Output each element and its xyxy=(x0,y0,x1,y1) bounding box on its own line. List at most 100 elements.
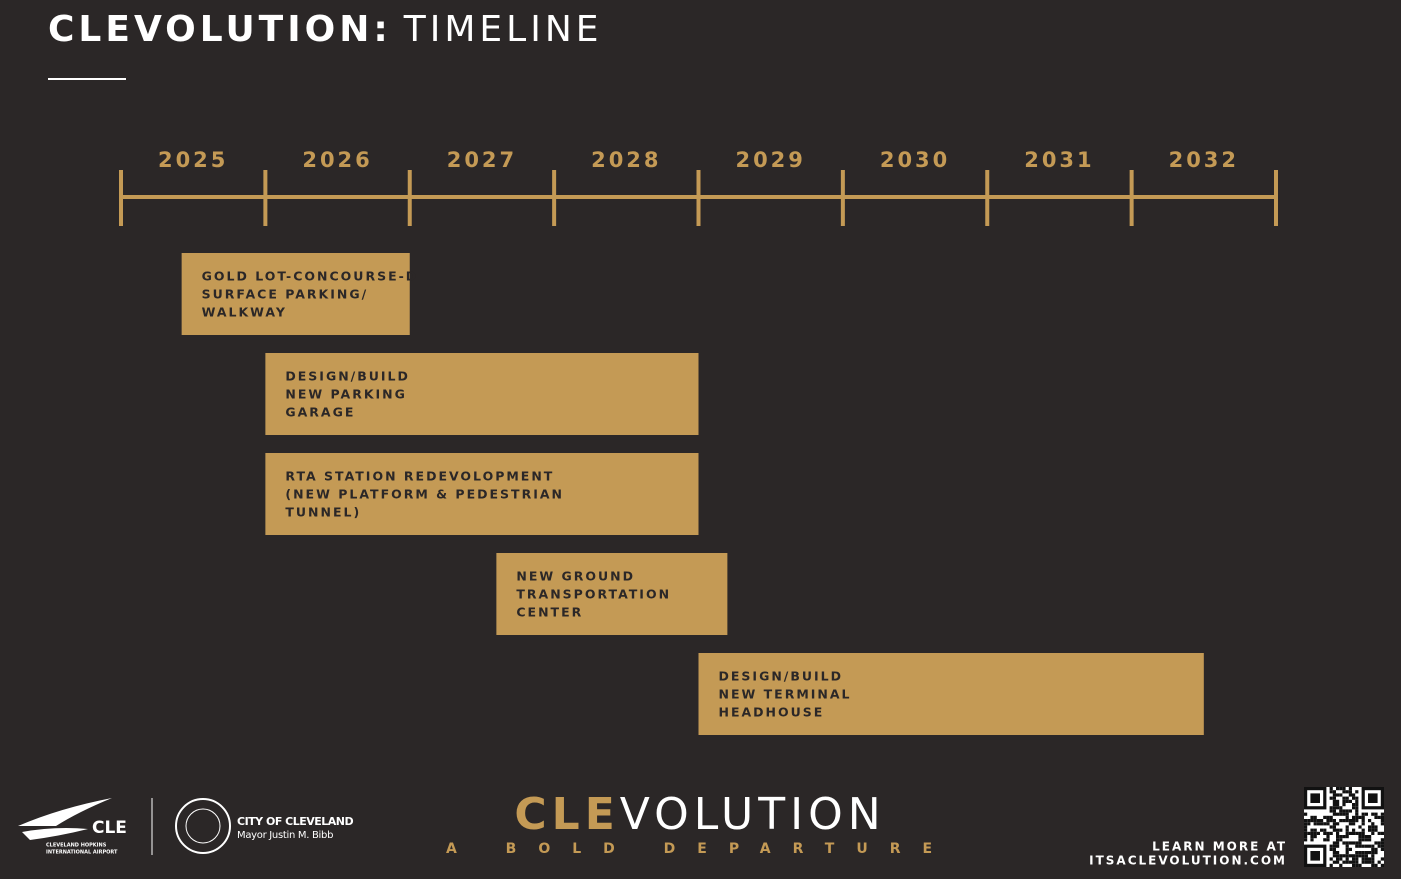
qr-module xyxy=(1345,796,1349,800)
x-tick-label: 2025 xyxy=(158,148,228,172)
qr-module xyxy=(1304,822,1308,826)
title-light: TIMELINE xyxy=(403,9,603,50)
qr-module xyxy=(1352,822,1356,826)
qr-module xyxy=(1371,828,1375,832)
qr-module xyxy=(1339,863,1343,867)
qr-module xyxy=(1355,854,1359,858)
qr-module xyxy=(1307,831,1311,835)
qr-module xyxy=(1320,822,1324,826)
qr-module xyxy=(1355,815,1359,819)
qr-module xyxy=(1355,819,1359,823)
task-bar xyxy=(265,353,699,435)
task-label: (NEW PLATFORM & PEDESTRIAN xyxy=(285,487,564,502)
qr-module xyxy=(1336,806,1340,810)
qr-module xyxy=(1355,790,1359,794)
qr-module xyxy=(1371,812,1375,816)
qr-module xyxy=(1345,831,1349,835)
qr-module xyxy=(1355,812,1359,816)
qr-module xyxy=(1345,825,1349,829)
qr-module xyxy=(1348,854,1352,858)
qr-module xyxy=(1345,819,1349,823)
qr-module xyxy=(1304,825,1308,829)
task-bar xyxy=(496,553,728,635)
qr-module xyxy=(1380,812,1384,816)
qr-module xyxy=(1326,819,1330,823)
qr-module xyxy=(1380,857,1384,861)
qr-module xyxy=(1352,841,1356,845)
qr-module xyxy=(1348,799,1352,803)
qr-module xyxy=(1364,812,1368,816)
qr-module xyxy=(1342,854,1346,858)
qr-module xyxy=(1348,831,1352,835)
qr-module xyxy=(1352,793,1356,797)
qr-module xyxy=(1323,822,1327,826)
qr-module xyxy=(1329,863,1333,867)
qr-module xyxy=(1361,815,1365,819)
qr-module xyxy=(1342,809,1346,813)
qr-module xyxy=(1342,790,1346,794)
qr-module xyxy=(1355,796,1359,800)
qr-module xyxy=(1361,838,1365,842)
qr-module xyxy=(1304,828,1308,832)
qr-module xyxy=(1329,809,1333,813)
qr-module xyxy=(1316,822,1320,826)
qr-module xyxy=(1355,799,1359,803)
qr-module xyxy=(1368,851,1372,855)
qr-module xyxy=(1339,835,1343,839)
qr-module xyxy=(1352,828,1356,832)
qr-module xyxy=(1326,835,1330,839)
qr-module xyxy=(1361,828,1365,832)
qr-module xyxy=(1336,812,1340,816)
qr-module xyxy=(1332,796,1336,800)
url: ITSACLEVOLUTION.COM xyxy=(1089,854,1287,868)
qr-module xyxy=(1342,835,1346,839)
qr-module xyxy=(1310,838,1314,842)
qr-module xyxy=(1326,831,1330,835)
qr-module xyxy=(1348,787,1352,791)
qr-module xyxy=(1371,844,1375,848)
qr-module xyxy=(1345,847,1349,851)
task-label: DESIGN/BUILD xyxy=(719,669,844,684)
qr-module xyxy=(1304,835,1308,839)
qr-module xyxy=(1374,863,1378,867)
qr-module xyxy=(1380,844,1384,848)
qr-module xyxy=(1336,838,1340,842)
qr-module xyxy=(1358,838,1362,842)
qr-module xyxy=(1313,835,1317,839)
x-tick-label: 2031 xyxy=(1024,148,1094,172)
x-tick-label: 2028 xyxy=(591,148,661,172)
qr-module xyxy=(1345,812,1349,816)
task-label: CENTER xyxy=(516,605,583,620)
qr-module xyxy=(1336,835,1340,839)
qr-module xyxy=(1371,825,1375,829)
qr-module xyxy=(1358,854,1362,858)
qr-module xyxy=(1364,844,1368,848)
qr-module xyxy=(1336,860,1340,864)
qr-module xyxy=(1380,822,1384,826)
qr-module xyxy=(1371,860,1375,864)
qr-module xyxy=(1352,819,1356,823)
x-tick-label: 2027 xyxy=(447,148,517,172)
qr-module xyxy=(1361,851,1365,855)
qr-module xyxy=(1329,819,1333,823)
qr-module xyxy=(1355,851,1359,855)
qr-module xyxy=(1345,860,1349,864)
qr-module xyxy=(1374,851,1378,855)
qr-module xyxy=(1348,847,1352,851)
qr-module xyxy=(1336,831,1340,835)
qr-module xyxy=(1326,815,1330,819)
task-bar xyxy=(181,253,410,335)
city-seal-inner xyxy=(185,808,221,844)
city-name: CITY OF CLEVELAND xyxy=(237,815,354,828)
qr-code xyxy=(1304,787,1384,867)
qr-module xyxy=(1348,793,1352,797)
qr-module xyxy=(1323,831,1327,835)
qr-module xyxy=(1348,809,1352,813)
task-label: GOLD LOT-CONCOURSE-D xyxy=(202,269,419,284)
x-tick-label: 2026 xyxy=(302,148,372,172)
qr-module xyxy=(1316,831,1320,835)
qr-module xyxy=(1352,854,1356,858)
qr-module xyxy=(1329,825,1333,829)
